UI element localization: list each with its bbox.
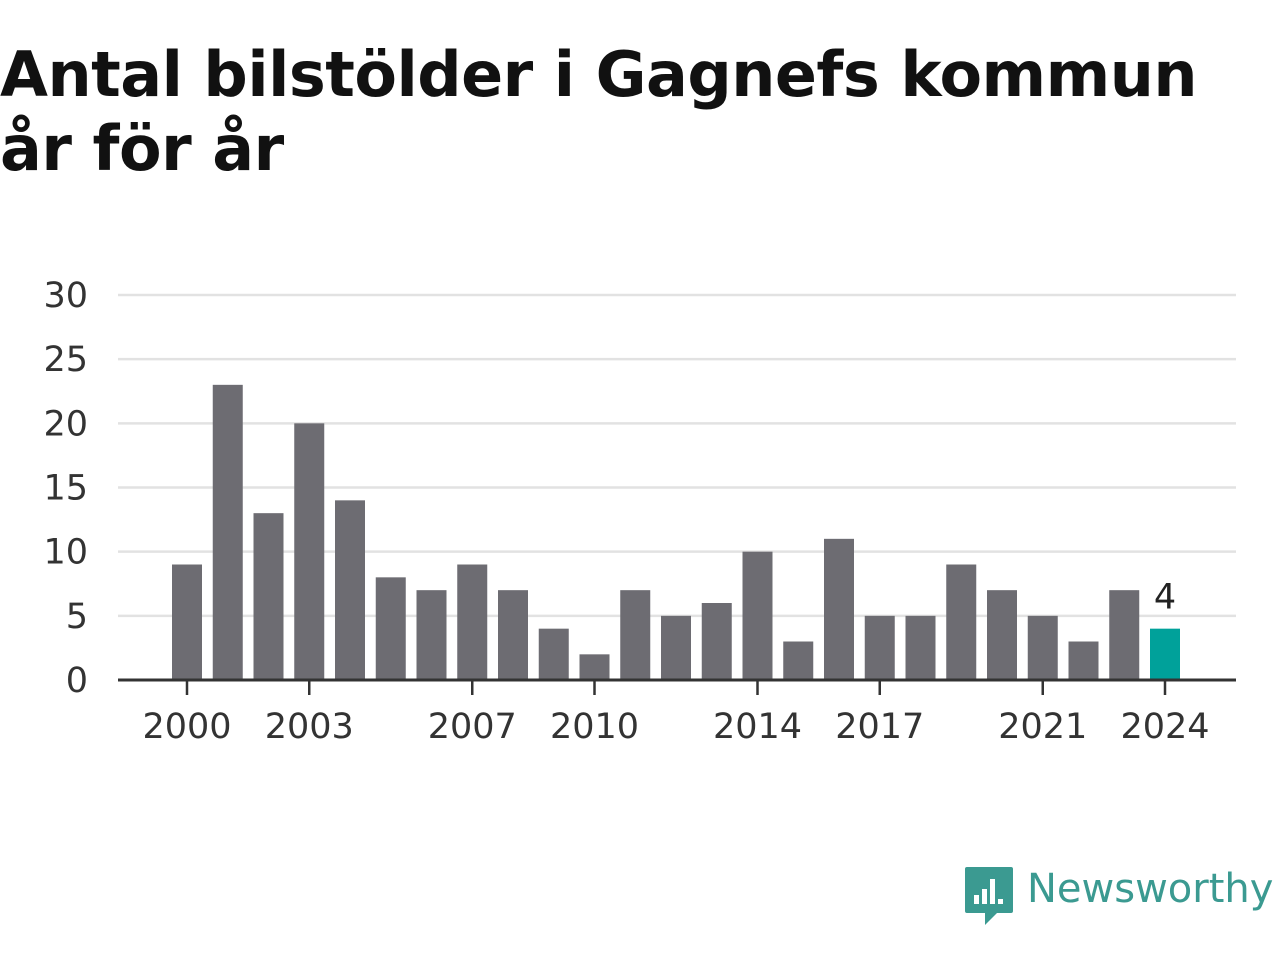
x-tick-label: 2014 — [713, 707, 802, 747]
y-tick-label: 30 — [43, 276, 88, 316]
x-tick-label: 2017 — [835, 707, 924, 747]
bar — [864, 615, 895, 680]
bar — [701, 603, 732, 680]
bar — [620, 590, 651, 680]
chart-title: Antal bilstölder i Gagnefs kommun år för… — [0, 38, 1198, 185]
bar — [172, 564, 202, 680]
bar — [498, 590, 528, 680]
x-tick-label: 2000 — [142, 707, 231, 747]
bar — [335, 500, 365, 680]
gridlines — [118, 293, 1236, 618]
bar — [946, 564, 977, 680]
x-tick-label: 2021 — [998, 707, 1087, 747]
annotations: 4 — [1154, 578, 1176, 618]
y-tick-label: 5 — [66, 597, 88, 637]
bar — [375, 577, 406, 680]
bar — [457, 564, 488, 680]
x-tick-label: 2007 — [428, 707, 517, 747]
bar-highlighted — [1150, 628, 1180, 680]
newsworthy-logo-icon — [965, 867, 1013, 925]
brand-name: Newsworthy — [1027, 866, 1274, 912]
bar — [1109, 590, 1140, 680]
bar — [416, 590, 447, 680]
bar — [661, 615, 691, 680]
bar — [1068, 641, 1099, 680]
bar — [905, 615, 936, 680]
x-tick-label: 2010 — [550, 707, 639, 747]
bar — [742, 551, 773, 680]
bar — [538, 628, 569, 680]
y-tick-label: 0 — [66, 661, 88, 701]
bar — [294, 423, 325, 680]
y-tick-label: 20 — [43, 404, 88, 444]
bar — [987, 590, 1017, 680]
bar — [1027, 615, 1058, 680]
bar — [253, 513, 284, 680]
x-tick-label: 2024 — [1120, 707, 1209, 747]
bars — [172, 384, 1180, 680]
brand-logo: Newsworthy — [963, 865, 1273, 929]
x-axis-labels: 2000 2003 2007 2010 2014 2017 2021 2024 — [142, 707, 1209, 747]
bar — [212, 384, 243, 680]
x-tick-label: 2003 — [265, 707, 354, 747]
x-axis — [118, 678, 1236, 695]
bar — [783, 641, 814, 680]
value-label: 4 — [1154, 578, 1176, 618]
bar — [824, 538, 854, 680]
y-tick-label: 25 — [43, 340, 88, 380]
y-tick-label: 15 — [43, 469, 88, 509]
bar — [579, 654, 610, 680]
y-tick-label: 10 — [43, 533, 88, 573]
y-axis-labels: 0 5 10 15 20 25 30 — [43, 276, 88, 701]
